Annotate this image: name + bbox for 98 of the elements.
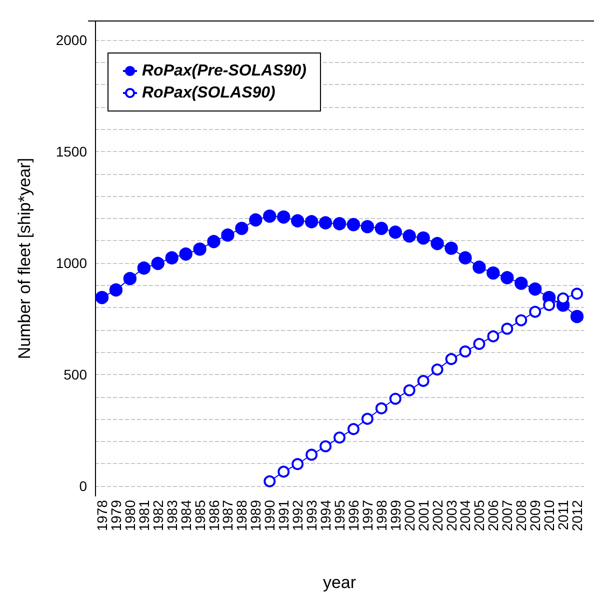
y-tick-label: 1500	[56, 143, 88, 160]
point	[109, 283, 123, 297]
x-tick-label: 2008	[513, 500, 530, 532]
x-tick-label: 1986	[206, 500, 222, 532]
x-tick-label: 1979	[108, 500, 124, 532]
point	[95, 290, 109, 304]
x-tick-label: 1992	[290, 500, 306, 532]
y-tick-label: 0	[79, 478, 88, 494]
point	[277, 210, 290, 224]
point	[402, 229, 416, 243]
point	[417, 374, 430, 387]
x-tick-label: 1991	[276, 500, 292, 532]
point	[249, 213, 262, 227]
x-tick-label: 1997	[359, 500, 376, 532]
point	[165, 251, 178, 264]
y-tick-label: 1000	[56, 254, 88, 271]
point	[334, 432, 346, 444]
point	[458, 251, 472, 264]
x-tick-label: 2011	[555, 500, 572, 530]
x-tick-label: 1995	[332, 500, 348, 532]
point	[332, 217, 346, 230]
point	[501, 322, 514, 335]
point	[444, 242, 458, 255]
point	[263, 210, 276, 223]
x-tick-label: 2003	[443, 500, 460, 532]
point	[528, 282, 542, 296]
x-tick-label: 1984	[178, 500, 194, 532]
x-tick-label: 1982	[150, 500, 166, 532]
point	[151, 256, 164, 270]
point	[374, 222, 388, 235]
point	[472, 260, 486, 274]
x-tick-label: 1989	[248, 500, 264, 532]
y-tick-label: 500	[64, 366, 88, 382]
point	[318, 216, 332, 230]
point	[571, 288, 584, 300]
y-tick-label: 2000	[56, 32, 88, 48]
x-tick-label: 2005	[471, 500, 488, 532]
point	[403, 384, 416, 396]
point	[235, 222, 248, 235]
x-tick-label: 1993	[304, 500, 320, 532]
y-axis-title: Number of fleet [ship*year]	[15, 158, 34, 360]
point	[264, 475, 276, 488]
point	[207, 234, 220, 248]
point	[515, 314, 528, 326]
x-tick-label: 2007	[499, 500, 516, 532]
x-tick-label: 1999	[387, 500, 404, 532]
x-tick-label: 2012	[569, 500, 586, 532]
point	[431, 364, 444, 376]
point	[278, 466, 290, 478]
point	[459, 345, 472, 358]
x-tick-label: 2002	[429, 500, 446, 532]
point	[529, 306, 542, 318]
point	[193, 242, 206, 256]
point	[388, 226, 402, 239]
x-axis-title: year	[322, 573, 356, 592]
point	[570, 310, 584, 324]
point	[179, 247, 192, 261]
point	[123, 272, 137, 286]
x-tick-label: 1990	[262, 500, 278, 532]
x-tick-label: 1996	[345, 500, 362, 532]
point	[389, 392, 402, 405]
x-tick-label: 1998	[373, 500, 390, 532]
point	[514, 276, 528, 290]
x-tick-label: 1985	[192, 500, 208, 532]
x-tick-label: 1994	[318, 500, 334, 532]
point	[361, 412, 374, 425]
x-tick-label: 1981	[136, 500, 152, 532]
x-tick-label: 2004	[457, 500, 474, 532]
point	[500, 271, 514, 284]
point	[346, 218, 360, 232]
point	[486, 266, 500, 280]
point	[292, 458, 304, 470]
point	[320, 440, 332, 452]
x-tick-label: 1980	[122, 500, 138, 532]
x-tick-label: 2001	[415, 500, 432, 532]
legend-label: RoPax(Pre-SOLAS90)	[142, 62, 306, 80]
point	[430, 236, 444, 250]
x-tick-label: 2009	[527, 500, 544, 532]
x-tick-label: 2000	[401, 500, 418, 532]
point	[306, 448, 318, 461]
x-tick-label: 2010	[541, 500, 558, 532]
point	[487, 330, 500, 342]
point	[416, 231, 430, 245]
x-tick-label: 1978	[94, 500, 110, 532]
x-tick-label: 1987	[220, 500, 236, 532]
point	[473, 338, 486, 350]
point	[360, 220, 374, 234]
x-tick-label: 2006	[485, 500, 502, 532]
x-tick-label: 1983	[164, 500, 180, 532]
point	[304, 215, 318, 228]
point	[291, 214, 304, 228]
point	[221, 228, 234, 242]
point	[137, 261, 150, 275]
point	[375, 402, 388, 414]
x-tick-label: 1988	[234, 500, 250, 532]
point	[347, 423, 360, 436]
legend-label: RoPax(SOLAS90)	[142, 84, 276, 102]
point	[445, 353, 458, 366]
